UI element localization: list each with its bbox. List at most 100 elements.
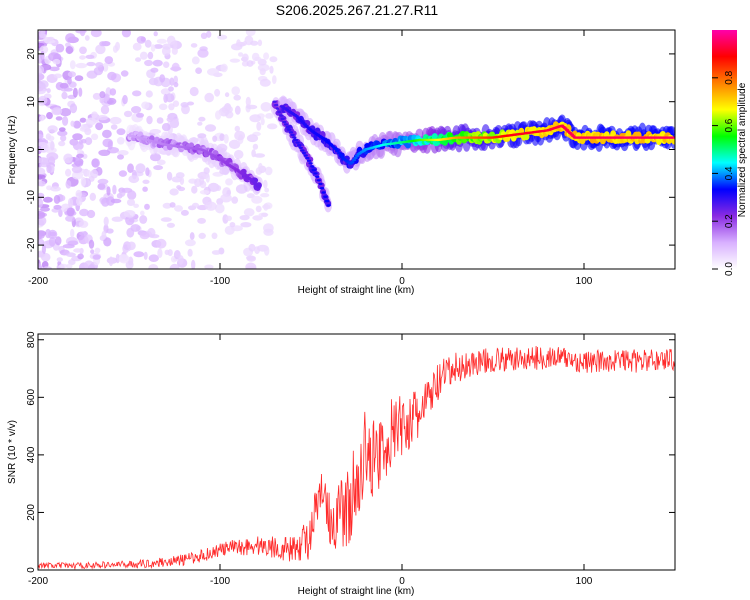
heatmap-speckle bbox=[88, 264, 95, 269]
heatmap-speckle bbox=[231, 196, 239, 204]
x-tick-label: -100 bbox=[210, 576, 230, 587]
heatmap-speckle bbox=[126, 198, 136, 206]
heatmap-speckle bbox=[79, 46, 87, 55]
heatmap-speckle bbox=[238, 52, 244, 57]
heatmap-speckle bbox=[72, 87, 78, 98]
snr-x-axis-label: Height of straight line (km) bbox=[298, 586, 415, 597]
heatmap-speckle bbox=[233, 94, 241, 101]
heatmap-speckle bbox=[112, 184, 117, 195]
heatmap-speckle bbox=[107, 71, 117, 81]
heatmap-speckle bbox=[269, 65, 274, 74]
heatmap-speckle bbox=[156, 117, 164, 124]
spectrogram-y-axis-label: Frequency (Hz) bbox=[7, 116, 18, 185]
heatmap-ridge-core bbox=[288, 131, 294, 134]
heatmap-speckle bbox=[43, 196, 53, 203]
heatmap-speckle bbox=[156, 159, 166, 166]
heatmap-speckle bbox=[78, 220, 89, 228]
colorbar: 0.0 0.2 0.4 0.6 0.8 Normalized spectral ampl… bbox=[712, 30, 748, 276]
heatmap-speckle bbox=[72, 133, 83, 141]
heatmap-speckle bbox=[191, 259, 196, 269]
heatmap-speckle bbox=[46, 164, 52, 174]
heatmap-ridge-core bbox=[290, 133, 295, 137]
heatmap-speckle bbox=[220, 193, 232, 203]
x-tick-label: 0 bbox=[399, 576, 405, 587]
heatmap-speckle bbox=[159, 74, 166, 83]
heatmap-speckle bbox=[38, 180, 46, 187]
heatmap-speckle bbox=[86, 170, 92, 177]
heatmap-speckle bbox=[65, 33, 76, 43]
heatmap-speckle bbox=[211, 232, 218, 240]
heatmap-speckle bbox=[204, 124, 217, 132]
heatmap-speckle bbox=[257, 39, 263, 47]
heatmap-speckle bbox=[115, 41, 120, 51]
heatmap-speckle bbox=[38, 238, 45, 246]
heatmap-speckle bbox=[169, 263, 180, 269]
heatmap-speckle bbox=[78, 231, 88, 236]
heatmap-speckle bbox=[234, 130, 246, 141]
heatmap-speckle bbox=[254, 153, 266, 158]
heatmap-speckle bbox=[80, 176, 87, 187]
heatmap-speckle bbox=[264, 187, 270, 193]
heatmap-speckle bbox=[86, 209, 96, 219]
heatmap-ridge-core bbox=[274, 103, 279, 107]
heatmap-speckle bbox=[102, 62, 109, 72]
heatmap-speckle bbox=[65, 46, 74, 55]
heatmap-ridge-core bbox=[340, 156, 345, 159]
heatmap-speckle bbox=[139, 215, 148, 224]
heatmap-speckle bbox=[160, 88, 171, 95]
heatmap-speckle bbox=[163, 61, 170, 68]
y-tick-label: 600 bbox=[26, 389, 37, 406]
heatmap-speckle bbox=[82, 153, 88, 159]
heatmap-speckle bbox=[39, 31, 45, 39]
heatmap-ridge-core bbox=[306, 159, 312, 162]
heatmap-ridge-core bbox=[353, 156, 358, 160]
heatmap-speckle bbox=[38, 95, 48, 105]
heatmap-speckle bbox=[90, 249, 95, 254]
heatmap-speckle bbox=[53, 73, 62, 79]
heatmap-speckle bbox=[80, 138, 87, 144]
heatmap-speckle bbox=[62, 116, 69, 126]
heatmap-speckle bbox=[75, 30, 87, 34]
heatmap-speckle bbox=[263, 228, 274, 236]
heatmap-speckle bbox=[225, 215, 232, 221]
heatmap-speckle bbox=[258, 162, 263, 172]
heatmap-speckle bbox=[88, 239, 95, 249]
heatmap-speckle bbox=[145, 167, 150, 177]
heatmap-speckle bbox=[118, 170, 127, 177]
heatmap-speckle bbox=[164, 249, 170, 255]
heatmap-speckle bbox=[97, 178, 109, 185]
heatmap-speckle bbox=[239, 215, 250, 221]
heatmap-speckle bbox=[171, 176, 183, 183]
heatmap-ridge-core bbox=[300, 149, 305, 152]
heatmap-speckle bbox=[189, 232, 195, 241]
heatmap-speckle bbox=[76, 197, 83, 206]
heatmap-speckle bbox=[48, 236, 56, 247]
heatmap-speckle bbox=[207, 182, 220, 192]
heatmap-speckle bbox=[248, 243, 256, 252]
heatmap-speckle bbox=[157, 248, 163, 259]
heatmap-ridge-core bbox=[326, 204, 331, 207]
colorbar-label: Normalized spectral amplitude bbox=[737, 82, 748, 217]
heatmap-speckle bbox=[89, 192, 97, 201]
heatmap-speckle bbox=[212, 135, 218, 142]
heatmap-speckle bbox=[228, 139, 241, 149]
heatmap-speckle bbox=[47, 125, 58, 133]
heatmap-speckle bbox=[67, 198, 74, 208]
heatmap-speckle bbox=[155, 238, 167, 249]
heatmap-speckle bbox=[219, 133, 225, 141]
heatmap-speckle bbox=[231, 225, 243, 232]
heatmap-speckle bbox=[142, 186, 148, 192]
heatmap-speckle bbox=[46, 152, 59, 161]
heatmap-speckle bbox=[144, 203, 150, 210]
snr-series-line bbox=[38, 345, 675, 570]
heatmap-speckle bbox=[153, 31, 158, 37]
heatmap-speckle bbox=[86, 61, 96, 67]
heatmap-speckle bbox=[116, 137, 125, 145]
heatmap-speckle bbox=[65, 252, 76, 257]
heatmap-speckle bbox=[125, 215, 135, 226]
heatmap-speckle bbox=[85, 54, 95, 60]
heatmap-speckle bbox=[225, 178, 233, 186]
heatmap-speckle bbox=[85, 117, 97, 126]
heatmap-speckle bbox=[55, 116, 63, 121]
